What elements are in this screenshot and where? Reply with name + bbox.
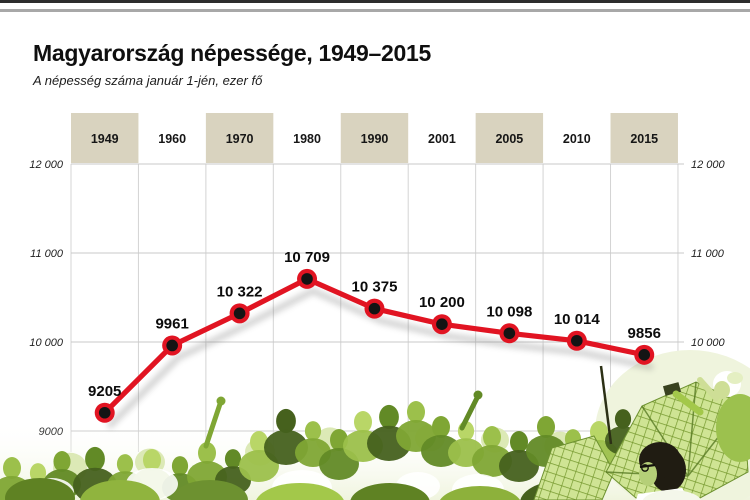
crowd-head [143, 449, 161, 471]
value-label: 9856 [628, 325, 661, 342]
year-column-highlight [205, 113, 274, 163]
crowd-figure [256, 483, 344, 500]
data-point [503, 327, 516, 340]
data-point [98, 406, 111, 419]
value-label: 10 375 [352, 279, 398, 296]
crowd-head [483, 426, 501, 448]
value-label: 10 200 [419, 294, 465, 311]
value-label: 10 014 [554, 311, 601, 328]
crowd-head [85, 446, 105, 472]
year-column-highlight [71, 113, 139, 163]
year-column-highlight [475, 113, 544, 163]
year-label: 1949 [91, 132, 119, 146]
crowd-figure [350, 483, 430, 500]
year-label: 1980 [293, 132, 321, 146]
data-point [368, 302, 381, 315]
y-axis-label-left: 10 000 [29, 337, 64, 349]
crowd-figure [172, 480, 248, 500]
value-label: 9205 [88, 383, 121, 400]
crowd-head [198, 442, 216, 464]
man-with-glasses [636, 442, 702, 500]
crowd-head [116, 454, 134, 474]
crowd-figure [439, 486, 521, 500]
value-label: 10 098 [486, 303, 532, 320]
crowd-head [171, 456, 189, 476]
crowd-head [29, 463, 47, 483]
y-axis-label-right: 12 000 [691, 159, 726, 171]
year-label: 2005 [495, 132, 523, 146]
crowd-figure [5, 478, 75, 500]
year-column-highlight [610, 113, 678, 163]
crowd-head [276, 408, 296, 434]
umbrella-pole [599, 365, 613, 445]
data-point [233, 307, 246, 320]
divider-line [0, 9, 750, 12]
value-label: 10 322 [217, 283, 263, 300]
crowd-head [537, 416, 555, 438]
value-label: 10 709 [284, 249, 330, 266]
crowd-head [224, 449, 242, 469]
checkered-umbrella-small [533, 435, 615, 500]
crowd-head [354, 411, 372, 433]
value-label: 9961 [155, 315, 188, 332]
crowd-head [510, 431, 528, 453]
year-label: 1990 [361, 132, 389, 146]
data-point [301, 273, 313, 285]
y-axis-label-left: 11 000 [30, 248, 64, 260]
page-subtitle: A népesség száma január 1-jén, ezer fő [33, 73, 263, 88]
crowd-head [250, 431, 268, 453]
year-label: 2010 [563, 132, 591, 146]
crowd-head [304, 421, 322, 441]
year-label: 2015 [630, 132, 658, 146]
crowd-head [407, 401, 425, 423]
crowd-head [614, 409, 632, 429]
camera-hand [662, 382, 704, 416]
top-bar [0, 0, 750, 3]
data-point [571, 334, 583, 347]
crowd-head [432, 416, 450, 438]
raised-arm [203, 390, 483, 449]
crowd-head [53, 451, 71, 472]
year-label: 2001 [428, 132, 456, 146]
year-column-highlight [340, 113, 409, 163]
page-title: Magyarország népessége, 1949–2015 [33, 40, 431, 66]
crowd-head [379, 404, 399, 430]
line-shadow [107, 287, 654, 429]
data-point [166, 339, 178, 352]
y-axis-label-right: 11 000 [691, 248, 725, 260]
data-point [436, 318, 448, 331]
year-label: 1970 [226, 132, 254, 146]
data-point [638, 349, 651, 361]
y-axis-label-right: 10 000 [691, 337, 726, 349]
crowd-figure [80, 480, 160, 500]
woman-figure [697, 371, 750, 462]
y-axis-label-left: 12 000 [29, 159, 64, 171]
crowd-head [3, 457, 21, 479]
year-label: 1960 [158, 132, 186, 146]
